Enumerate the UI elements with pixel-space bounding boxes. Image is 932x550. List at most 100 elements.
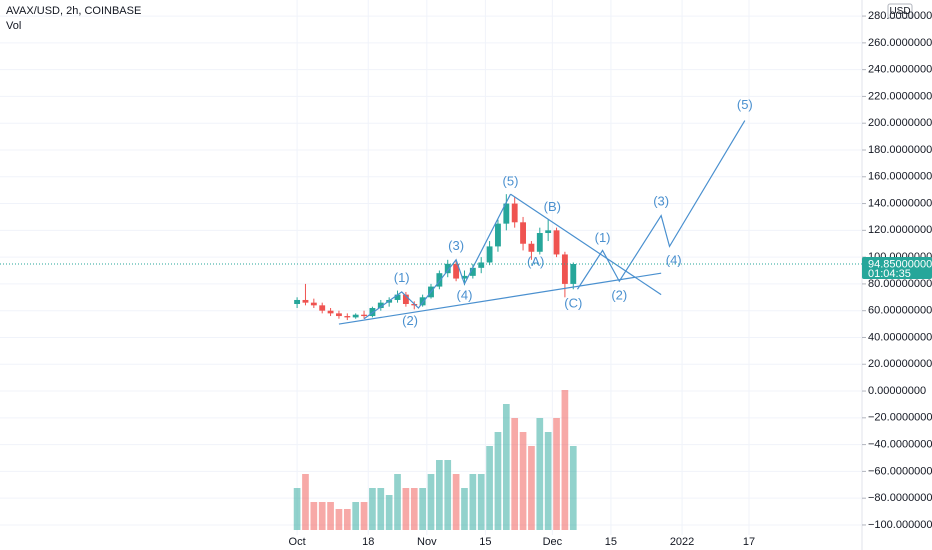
y-tick-label: 240.00000000 — [868, 64, 932, 76]
y-tick-label: −40.00000000 — [868, 439, 932, 451]
candle-body — [377, 302, 384, 309]
wave-line — [363, 193, 512, 320]
candle-body — [419, 297, 426, 306]
candle-body — [402, 294, 409, 304]
y-tick-label: 220.00000000 — [868, 90, 932, 102]
wave-line — [338, 272, 662, 325]
candle-body — [511, 203, 518, 223]
candle-body — [344, 316, 351, 318]
volume-bar — [318, 502, 326, 530]
currency-box[interactable] — [887, 3, 913, 19]
x-tick-label: Nov — [417, 536, 437, 548]
x-tick-label: 17 — [743, 536, 755, 548]
wave-label: (3) — [448, 238, 464, 253]
x-tick-label: 15 — [605, 536, 617, 548]
volume-bar — [469, 474, 477, 530]
wave-label: (3) — [653, 194, 669, 209]
chart-title: AVAX/USD, 2h, COINBASE — [6, 5, 141, 17]
volume-bar — [436, 460, 443, 530]
y-tick-label: −60.00000000 — [868, 465, 932, 477]
volume-bar — [528, 446, 535, 530]
wave-label: (2) — [611, 287, 627, 302]
candle-body — [444, 263, 451, 274]
volume-bar — [360, 502, 368, 530]
volume-bar — [293, 488, 301, 530]
volume-bar — [536, 418, 544, 530]
volume-bar — [461, 488, 468, 530]
volume-bar — [419, 488, 426, 530]
volume-bar — [369, 488, 376, 530]
candle-body — [294, 299, 301, 304]
wave-label: (B) — [544, 199, 561, 214]
volume-bar — [452, 474, 460, 530]
y-tick-label: 260.00000000 — [868, 37, 932, 49]
volume-bar — [335, 509, 343, 530]
y-tick-label: 140.00000000 — [868, 197, 932, 209]
wave-label: (2) — [402, 313, 418, 328]
candle-body — [520, 222, 526, 244]
wave-label: (5) — [503, 174, 519, 189]
wave-label: (C) — [564, 295, 582, 310]
candle-body — [361, 314, 367, 317]
volume-bar — [385, 495, 393, 530]
y-tick-label: −100.00000000 — [868, 519, 932, 531]
candle-body — [545, 230, 552, 234]
y-tick-label: 160.00000000 — [868, 171, 932, 183]
x-tick-label: Oct — [289, 536, 306, 548]
volume-bar — [310, 502, 318, 530]
candle-body — [553, 230, 560, 255]
volume-bar — [511, 418, 519, 530]
volume-bar — [494, 432, 502, 530]
y-tick-label: 200.00000000 — [868, 117, 932, 129]
candle-body — [369, 308, 376, 317]
volume-bar — [327, 502, 334, 530]
volume-label: Vol — [6, 20, 21, 32]
x-tick-label: 2022 — [670, 536, 694, 548]
candle-body — [486, 246, 493, 263]
candle-body — [478, 262, 485, 268]
volume-bar — [553, 418, 560, 530]
candle-body — [570, 264, 577, 284]
volume-bar — [486, 446, 493, 530]
volume-bar — [394, 474, 401, 530]
candle-body — [302, 299, 309, 303]
y-tick-label: 120.00000000 — [868, 224, 932, 236]
candle-body — [561, 254, 568, 284]
volume-bar — [444, 460, 452, 530]
y-tick-label: 180.00000000 — [868, 144, 932, 156]
volume-bar — [569, 446, 577, 530]
volume-bar — [352, 502, 360, 530]
y-tick-label: 60.00000000 — [868, 305, 932, 317]
candle-body — [495, 223, 501, 247]
candle-body — [352, 314, 359, 318]
candle-body — [327, 310, 334, 314]
candle-body — [536, 233, 543, 252]
y-tick-label: 40.00000000 — [868, 331, 932, 343]
x-tick-label: 15 — [479, 536, 491, 548]
volume-bar — [410, 488, 418, 530]
wave-line — [510, 193, 662, 296]
y-tick-label: 280.00000000 — [868, 10, 932, 22]
wave-label: (4) — [457, 287, 473, 302]
volume-bar — [477, 474, 485, 530]
candle-body — [319, 305, 326, 311]
wave-label: (4) — [666, 253, 682, 268]
candle-body — [436, 273, 443, 287]
currency: USD — [889, 6, 910, 17]
candle-body — [336, 313, 342, 317]
y-tick-label: 0.00000000 — [868, 385, 926, 397]
candle-body — [528, 243, 535, 252]
volume-bar — [427, 474, 435, 530]
volume-bar — [561, 390, 569, 530]
y-tick-label: 80.00000000 — [868, 278, 932, 290]
countdown: 01:04:35 — [868, 268, 911, 280]
y-tick-label: 20.00000000 — [868, 358, 932, 370]
candle-body — [453, 263, 460, 279]
candle-body — [503, 203, 510, 224]
candle-body — [469, 267, 476, 276]
wave-line — [576, 120, 746, 290]
volume-bar — [519, 432, 527, 530]
wave-label: (A) — [527, 254, 544, 269]
